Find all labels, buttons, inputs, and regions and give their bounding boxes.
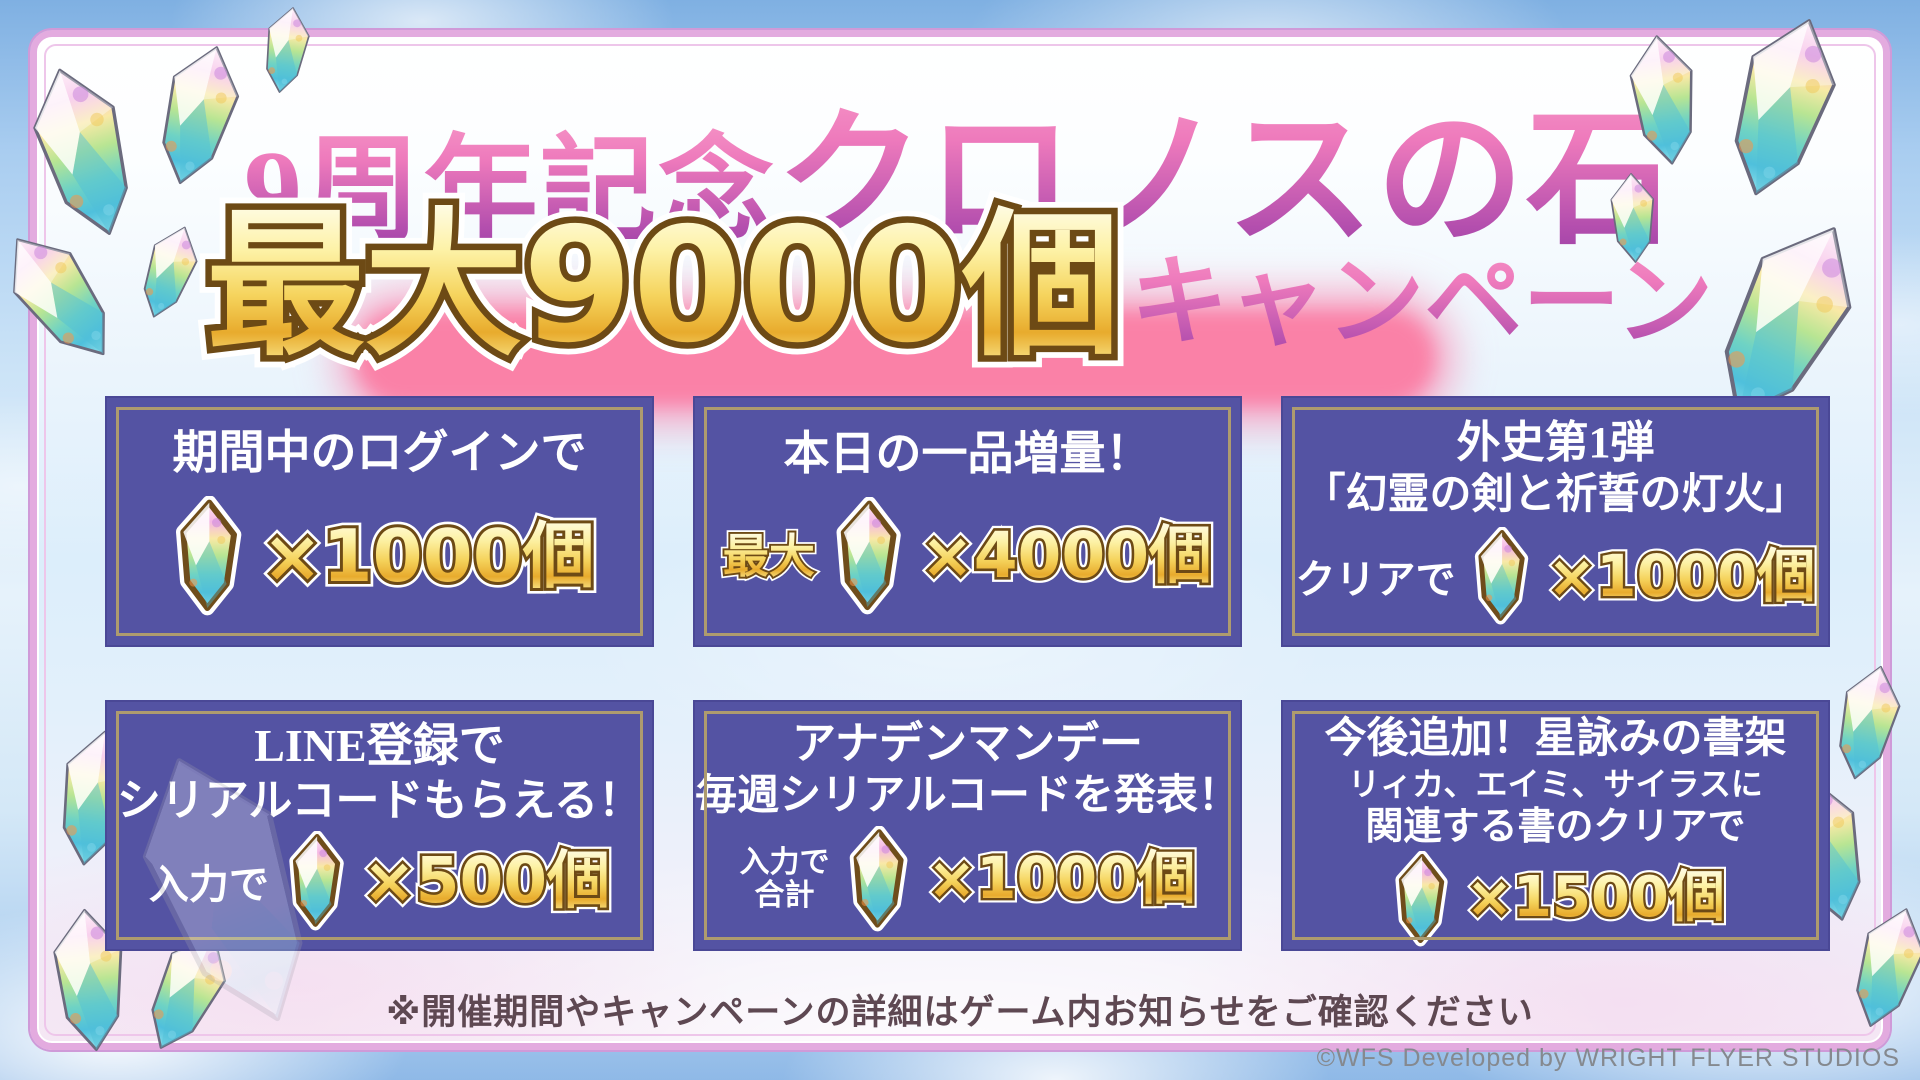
reward-row: ×1500個 [1386,851,1729,947]
panel-title: アナデンマンデー [791,719,1144,769]
chronos-stone-icon [839,826,917,932]
copyright-text: ©WFS Developed by WRIGHT FLYER STUDIOS [1316,1044,1900,1072]
panel-title-block: 外史第1弾 「幻霊の剣と祈誓の灯火」 [1303,416,1807,521]
panel-title: LINE登録で [254,719,505,771]
panel-login-bonus: 期間中のログインで ×1000個 [107,398,652,645]
panel-anaden-monday: アナデンマンデー 毎週シリアルコードを発表！ 入力で 合計 ×1000個 [695,702,1240,949]
campaign-note: ※開催期間やキャンペーンの詳細はゲーム内お知らせをご確認ください [386,993,1534,1032]
campaign-title-line2: 最大9000個 キャンペーン [0,183,1920,389]
chronos-stone-icon [279,831,353,931]
panel-star-reading-bookshelf: 今後追加！星詠みの書架 リィカ、エイミ、サイラスに 関連する書のクリアで ×15… [1283,702,1828,949]
reward-amount: ×1000個 [923,841,1200,916]
panel-title: 外史第1弾 [1456,418,1655,468]
panel-title: 期間中のログインで [172,426,587,478]
panel-subtitle: 「幻霊の剣と祈誓の灯火」 [1303,471,1808,518]
reward-amount: ×1000個 [1543,538,1820,613]
panel-subtitle: シリアルコードもらえる！ [116,775,643,825]
chronos-stone-icon [164,496,252,616]
reward-condition: 入力で 合計 [739,846,829,912]
reward-panels-grid: 期間中のログインで ×1000個 本日の一品増量！ 最大 ×4000個 外史第1… [107,398,1828,949]
panel-subtitle: 毎週シリアルコードを発表！ [695,773,1240,820]
panel-subtitle: リィカ、エイミ、サイラスに [1348,766,1763,803]
reward-row: 最大 ×4000個 [719,497,1217,615]
reward-condition: クリアで [1295,556,1456,602]
reward-amount: ×4000個 [916,514,1217,597]
chronos-stone-icon [825,497,911,615]
reward-amount: ×1500個 [1462,861,1729,935]
reward-condition: 入力で [148,862,269,908]
reward-row: ×1000個 [164,496,601,616]
panel-title-block: 今後追加！星詠みの書架 リィカ、エイミ、サイラスに 関連する書のクリアで [1324,714,1786,851]
reward-row: 入力で 合計 ×1000個 [739,826,1200,932]
panel-daily-special: 本日の一品増量！ 最大 ×4000個 [695,398,1240,645]
panel-title-block: LINE登録で シリアルコードもらえる！ [117,718,642,828]
panel-title: 本日の一品増量！ [783,427,1152,479]
reward-amount: ×1000個 [257,509,601,603]
chronos-stone-icon [1386,851,1456,947]
chronos-stone-icon [1465,527,1537,625]
reward-prefix-max: 最大 [719,526,818,586]
panel-line-registration: LINE登録で シリアルコードもらえる！ 入力で ×500個 [107,702,652,949]
panel-subtitle: 関連する書のクリアで [1365,806,1746,849]
panel-title: 今後追加！星詠みの書架 [1324,716,1787,762]
reward-condition-line: 入力で [739,845,830,879]
panel-side-story: 外史第1弾 「幻霊の剣と祈誓の灯火」 クリアで ×1000個 [1283,398,1828,645]
title-campaign-label: キャンペーン [1130,222,1713,378]
panel-title-block: アナデンマンデー 毎週シリアルコードを発表！ [695,717,1240,822]
title-amount-highlight: 最大9000個 [194,183,1132,389]
reward-condition-line: 合計 [754,878,815,912]
reward-row: 入力で ×500個 [148,831,615,931]
reward-amount: ×500個 [358,839,615,922]
reward-row: クリアで ×1000個 [1295,527,1820,625]
